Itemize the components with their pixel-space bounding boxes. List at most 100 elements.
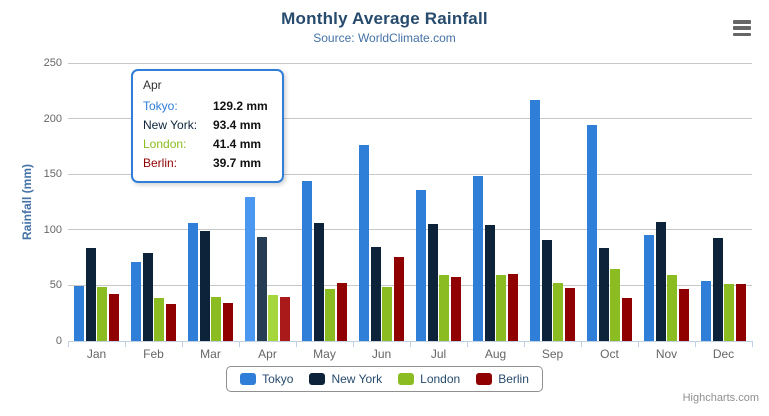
legend-box: Tokyo New York London Berlin: [226, 366, 543, 392]
bar-tokyo-oct[interactable]: [587, 125, 598, 341]
bar-london-mar[interactable]: [211, 297, 222, 341]
legend-label: Berlin: [498, 372, 529, 386]
bar-berlin-oct[interactable]: [621, 297, 632, 341]
bar-london-jul[interactable]: [439, 275, 450, 341]
x-axis-tick: [353, 342, 354, 347]
x-axis-tick-label: Aug: [484, 347, 507, 361]
tooltip-row: New York: 93.4 mm: [143, 116, 272, 135]
bar-london-nov[interactable]: [667, 275, 678, 341]
tooltip: Apr Tokyo: 129.2 mm New York: 93.4 mm London…: [131, 69, 284, 183]
bar-berlin-sep[interactable]: [564, 288, 575, 341]
x-axis-tick: [125, 342, 126, 347]
chart-title: Monthly Average Rainfall: [281, 9, 488, 28]
bar-berlin-jun[interactable]: [393, 257, 404, 341]
bar-new-york-mar[interactable]: [199, 231, 210, 341]
tooltip-series-value: 39.7 mm: [213, 156, 262, 170]
legend-swatch-icon: [240, 373, 257, 385]
bar-new-york-oct[interactable]: [598, 248, 609, 341]
bar-london-feb[interactable]: [154, 297, 165, 341]
bar-london-jan[interactable]: [97, 286, 108, 341]
bar-london-dec[interactable]: [724, 284, 735, 341]
legend-swatch-icon: [309, 373, 326, 385]
x-axis-tick: [638, 342, 639, 347]
x-axis-tick-label: Feb: [143, 347, 164, 361]
bar-new-york-nov[interactable]: [655, 222, 666, 341]
bar-tokyo-may[interactable]: [302, 180, 313, 341]
x-axis-tick-label: Sep: [541, 347, 564, 361]
bar-tokyo-mar[interactable]: [188, 222, 199, 341]
bar-new-york-jul[interactable]: [427, 224, 438, 341]
bar-tokyo-jul[interactable]: [416, 190, 427, 341]
legend-label: New York: [331, 372, 383, 386]
bar-new-york-may[interactable]: [313, 223, 324, 341]
bar-tokyo-sep[interactable]: [530, 100, 541, 341]
tooltip-series-name: Tokyo:: [143, 99, 178, 113]
x-axis-tick: [68, 342, 69, 347]
bar-new-york-apr[interactable]: [256, 237, 267, 341]
x-axis-tick-label: Jan: [86, 347, 107, 361]
bar-tokyo-jan[interactable]: [74, 285, 85, 341]
bar-berlin-jan[interactable]: [108, 293, 119, 341]
bar-berlin-dec[interactable]: [735, 284, 746, 341]
x-axis-tick-label: Mar: [200, 347, 221, 361]
bar-new-york-jan[interactable]: [85, 248, 96, 341]
bar-new-york-feb[interactable]: [142, 253, 153, 341]
bar-london-aug[interactable]: [496, 274, 507, 341]
y-axis-tick-label: 150: [43, 168, 62, 181]
bar-tokyo-aug[interactable]: [473, 175, 484, 341]
tooltip-series-value: 129.2 mm: [213, 99, 268, 113]
x-axis-tick-label: Dec: [712, 347, 735, 361]
hamburger-icon: [733, 26, 751, 30]
bar-berlin-jul[interactable]: [450, 277, 461, 341]
x-axis-tick: [296, 342, 297, 347]
bar-berlin-feb[interactable]: [165, 304, 176, 341]
tooltip-series-name: New York:: [143, 118, 198, 132]
gridline: [68, 62, 752, 64]
gridline: [68, 284, 752, 286]
x-axis-line: [68, 341, 753, 342]
y-axis-tick-label: 250: [43, 57, 62, 69]
bar-berlin-aug[interactable]: [507, 273, 518, 341]
bar-new-york-jun[interactable]: [370, 247, 381, 341]
legend-label: London: [420, 372, 461, 386]
export-menu-button[interactable]: [733, 19, 753, 37]
gridline: [68, 118, 752, 120]
bar-london-oct[interactable]: [610, 268, 621, 341]
x-axis-tick-label: Nov: [655, 347, 678, 361]
bar-new-york-dec[interactable]: [712, 238, 723, 341]
legend-swatch-icon: [476, 373, 493, 385]
legend-item-london[interactable]: London: [398, 372, 460, 386]
x-axis-tick: [467, 342, 468, 347]
bar-berlin-mar[interactable]: [222, 302, 233, 341]
bar-london-jun[interactable]: [382, 287, 393, 341]
bar-tokyo-feb[interactable]: [131, 261, 142, 341]
legend-item-berlin[interactable]: Berlin: [476, 372, 529, 386]
legend-item-tokyo[interactable]: Tokyo: [240, 372, 293, 386]
bar-tokyo-dec[interactable]: [701, 280, 712, 341]
tooltip-row: Tokyo: 129.2 mm: [143, 97, 272, 116]
x-axis-tick: [752, 342, 753, 347]
tooltip-header: Apr: [143, 78, 162, 92]
y-axis-tick-label: 0: [55, 335, 62, 347]
bar-berlin-apr[interactable]: [279, 296, 290, 341]
tooltip-series-name: Berlin:: [143, 156, 178, 170]
bar-tokyo-nov[interactable]: [644, 234, 655, 341]
bar-tokyo-jun[interactable]: [359, 145, 370, 341]
bar-london-sep[interactable]: [553, 282, 564, 341]
bar-london-may[interactable]: [325, 288, 336, 341]
x-axis-tick: [581, 342, 582, 347]
bar-london-apr[interactable]: [268, 294, 279, 341]
y-axis-tick-label: 200: [43, 112, 62, 125]
bar-tokyo-apr[interactable]: [245, 197, 256, 341]
legend-item-new-york[interactable]: New York: [309, 372, 382, 386]
x-axis-tick: [524, 342, 525, 347]
x-axis-tick-label: Jun: [371, 347, 392, 361]
bar-new-york-sep[interactable]: [541, 239, 552, 341]
credits-link[interactable]: Highcharts.com: [682, 392, 759, 404]
tooltip-series-name: London:: [143, 137, 187, 151]
bar-new-york-aug[interactable]: [484, 225, 495, 341]
bar-berlin-may[interactable]: [336, 282, 347, 341]
tooltip-row: Berlin: 39.7 mm: [143, 154, 272, 173]
bar-berlin-nov[interactable]: [678, 288, 689, 341]
